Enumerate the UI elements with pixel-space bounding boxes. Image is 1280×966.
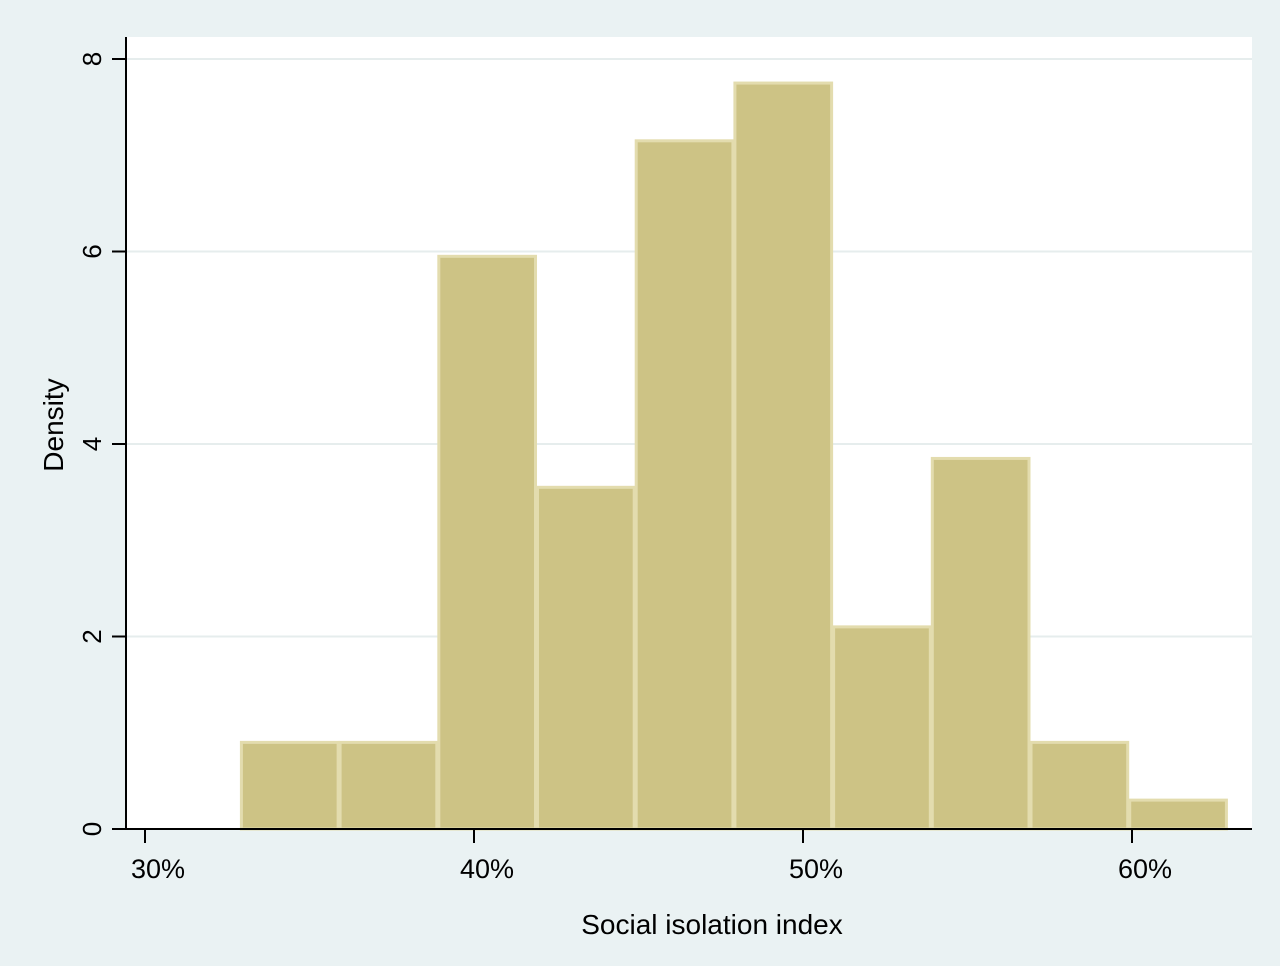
histogram-bar	[239, 740, 340, 831]
histogram-bar	[338, 740, 439, 831]
y-tick-label: 6	[77, 244, 107, 258]
histogram-bar	[1128, 798, 1228, 831]
y-tick-label: 8	[77, 52, 107, 66]
y-tick-label: 2	[77, 629, 107, 643]
histogram-bar	[536, 485, 636, 831]
y-tick-label: 4	[77, 437, 107, 451]
tick-labels: 0 2 4 6 8 30% 40% 50% 60%	[77, 52, 1172, 884]
axes	[125, 37, 1252, 830]
x-tick-label: 60%	[1118, 854, 1172, 884]
histogram-bar	[634, 139, 735, 831]
y-axis-title: Density	[38, 378, 69, 471]
x-tick-label: 30%	[131, 854, 185, 884]
x-tick-label: 50%	[789, 854, 843, 884]
histogram-bar	[832, 625, 932, 831]
histogram-bar	[930, 456, 1031, 831]
histogram-bar	[1029, 740, 1130, 831]
x-tick-label: 40%	[460, 854, 514, 884]
y-tick-label: 0	[77, 822, 107, 836]
x-axis-title: Social isolation index	[581, 909, 843, 940]
histogram-bar	[437, 254, 538, 831]
histogram-bar	[733, 81, 834, 831]
